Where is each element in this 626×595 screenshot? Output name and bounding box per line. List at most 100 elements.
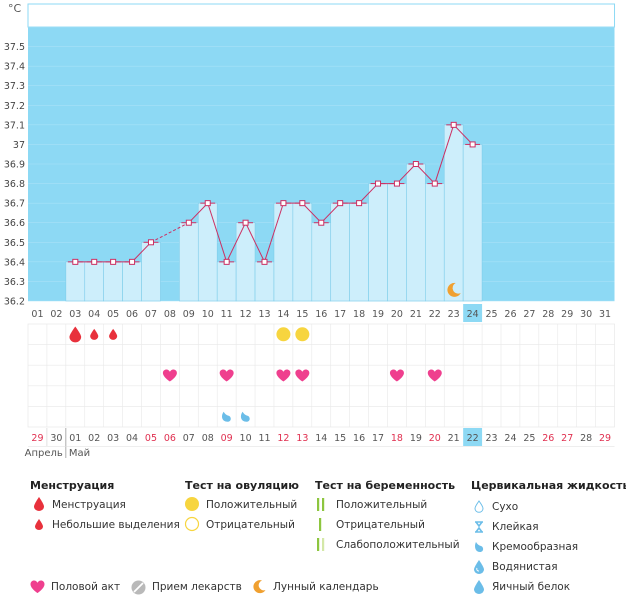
temperature-bar	[462, 144, 483, 302]
legend-medication: Прием лекарств	[152, 581, 242, 593]
calendar-date-label: 25	[523, 433, 535, 444]
cycle-day-label: 20	[391, 309, 403, 320]
y-tick-label: 36.9	[4, 160, 25, 171]
legend-pregnancy-positive: Положительный	[336, 499, 428, 511]
cycle-day-label: 15	[296, 309, 308, 320]
ovulation-positive-icon	[185, 497, 199, 511]
legend-menstruation-title: Менструация	[30, 479, 115, 492]
legend-spotting-item: Небольшие выделения	[52, 519, 180, 531]
spotting-drop-icon	[35, 519, 43, 530]
temperature-point	[337, 200, 344, 207]
cycle-day-label: 28	[542, 309, 554, 320]
temperature-point	[469, 141, 476, 148]
temperature-line-segment	[245, 222, 265, 263]
y-tick-label: 37.2	[4, 101, 25, 112]
intercourse-heart-icon	[30, 580, 45, 593]
calendar-date-label: 12	[277, 433, 289, 444]
temperature-bar	[311, 222, 332, 302]
calendar-date-label: 20	[429, 433, 441, 444]
temperature-point	[110, 258, 117, 265]
calendar-date-label: 23	[485, 433, 497, 444]
temperature-point	[299, 200, 306, 207]
temperature-bar	[179, 222, 199, 302]
temperature-bar	[443, 124, 464, 302]
pregnancy-faint-icon	[317, 538, 325, 551]
cycle-day-label: 23	[448, 309, 460, 320]
cycle-day-label: 11	[221, 309, 233, 320]
calendar-date-label: 13	[296, 433, 308, 444]
cycle-day-label: 07	[145, 309, 157, 320]
calendar-date-label: 21	[448, 433, 460, 444]
calendar-date-label: 16	[353, 433, 365, 444]
temperature-line-segment	[131, 241, 152, 263]
calendar-date-label: 08	[202, 433, 214, 444]
calendar-date-label: 26	[542, 433, 554, 444]
fluid-dry-icon	[474, 500, 484, 513]
temperature-bar	[103, 261, 123, 302]
temperature-line-segment	[453, 124, 473, 145]
legend-fluid-sticky: Клейкая	[492, 521, 539, 533]
temperature-bar	[122, 261, 142, 302]
medication-pill-icon	[131, 580, 146, 595]
temperature-bar	[254, 261, 275, 302]
cycle-day-label: 12	[240, 309, 252, 320]
fluid-eggwhite-icon	[474, 580, 484, 594]
month-label-may: Май	[69, 448, 90, 459]
temperature-point	[147, 239, 154, 246]
legend-ovulation-positive: Положительный	[206, 499, 298, 511]
temperature-point	[261, 258, 268, 265]
cycle-day-label: 16	[315, 309, 327, 320]
y-tick-label: 36.8	[4, 179, 25, 190]
calendar-date-label: 02	[88, 433, 100, 444]
cycle-day-label: 01	[31, 309, 43, 320]
calendar-date-label: 04	[126, 433, 138, 444]
temperature-point	[375, 180, 382, 187]
cycle-day-label: 18	[353, 309, 365, 320]
temperature-point	[431, 180, 438, 187]
intercourse-heart-icon	[295, 369, 310, 382]
intercourse-heart-icon	[219, 369, 234, 382]
menstruation-drop-icon	[34, 497, 44, 511]
temperature-point	[450, 121, 457, 128]
temperature-line-segment	[415, 163, 436, 184]
temperature-point	[393, 180, 400, 187]
calendar-date-label: 28	[580, 433, 592, 444]
temperature-line-segment	[434, 124, 455, 184]
current-day-highlight	[463, 304, 483, 322]
temperature-bar	[292, 202, 313, 302]
calendar-date-label: 06	[164, 433, 176, 444]
temperature-line-segment	[226, 222, 247, 263]
legend-pregnancy-faint: Слабоположительный	[336, 539, 460, 551]
temperature-point	[91, 258, 98, 265]
cycle-day-label: 19	[372, 309, 384, 320]
temperature-bar	[235, 222, 256, 302]
temperature-bar	[84, 261, 104, 302]
ovulation-positive-icon	[276, 327, 291, 342]
temperature-point	[204, 200, 211, 207]
ovulation-negative-icon	[184, 516, 200, 532]
temperature-bar	[141, 241, 161, 302]
temperature-bar	[197, 202, 218, 302]
fluid-sticky-icon	[475, 521, 483, 533]
month-label-april: Апрель	[25, 448, 63, 459]
y-tick-label: 36.3	[4, 277, 25, 288]
cycle-day-label: 05	[107, 309, 119, 320]
y-tick-label: 36.4	[4, 257, 25, 268]
y-tick-label: 37.4	[4, 62, 25, 73]
menstruation-drop-icon	[109, 328, 118, 340]
y-tick-label: 36.7	[4, 199, 25, 210]
menstruation-drop-icon	[69, 326, 82, 343]
legend-ovulation-title: Тест на овуляцию	[185, 479, 299, 492]
temperature-bar	[273, 202, 294, 302]
temperature-bar	[368, 183, 388, 302]
calendar-date-label: 10	[240, 433, 252, 444]
temperature-line-segment	[188, 202, 209, 224]
temperature-point	[223, 258, 230, 265]
calendar-date-label: 17	[372, 433, 384, 444]
temperature-point	[72, 258, 79, 265]
fluid-creamy-icon	[240, 411, 250, 422]
temperature-point	[318, 219, 325, 226]
legend-fluid-eggwhite: Яичный белок	[492, 581, 571, 593]
intercourse-heart-icon	[389, 369, 404, 382]
temperature-point	[185, 219, 192, 226]
